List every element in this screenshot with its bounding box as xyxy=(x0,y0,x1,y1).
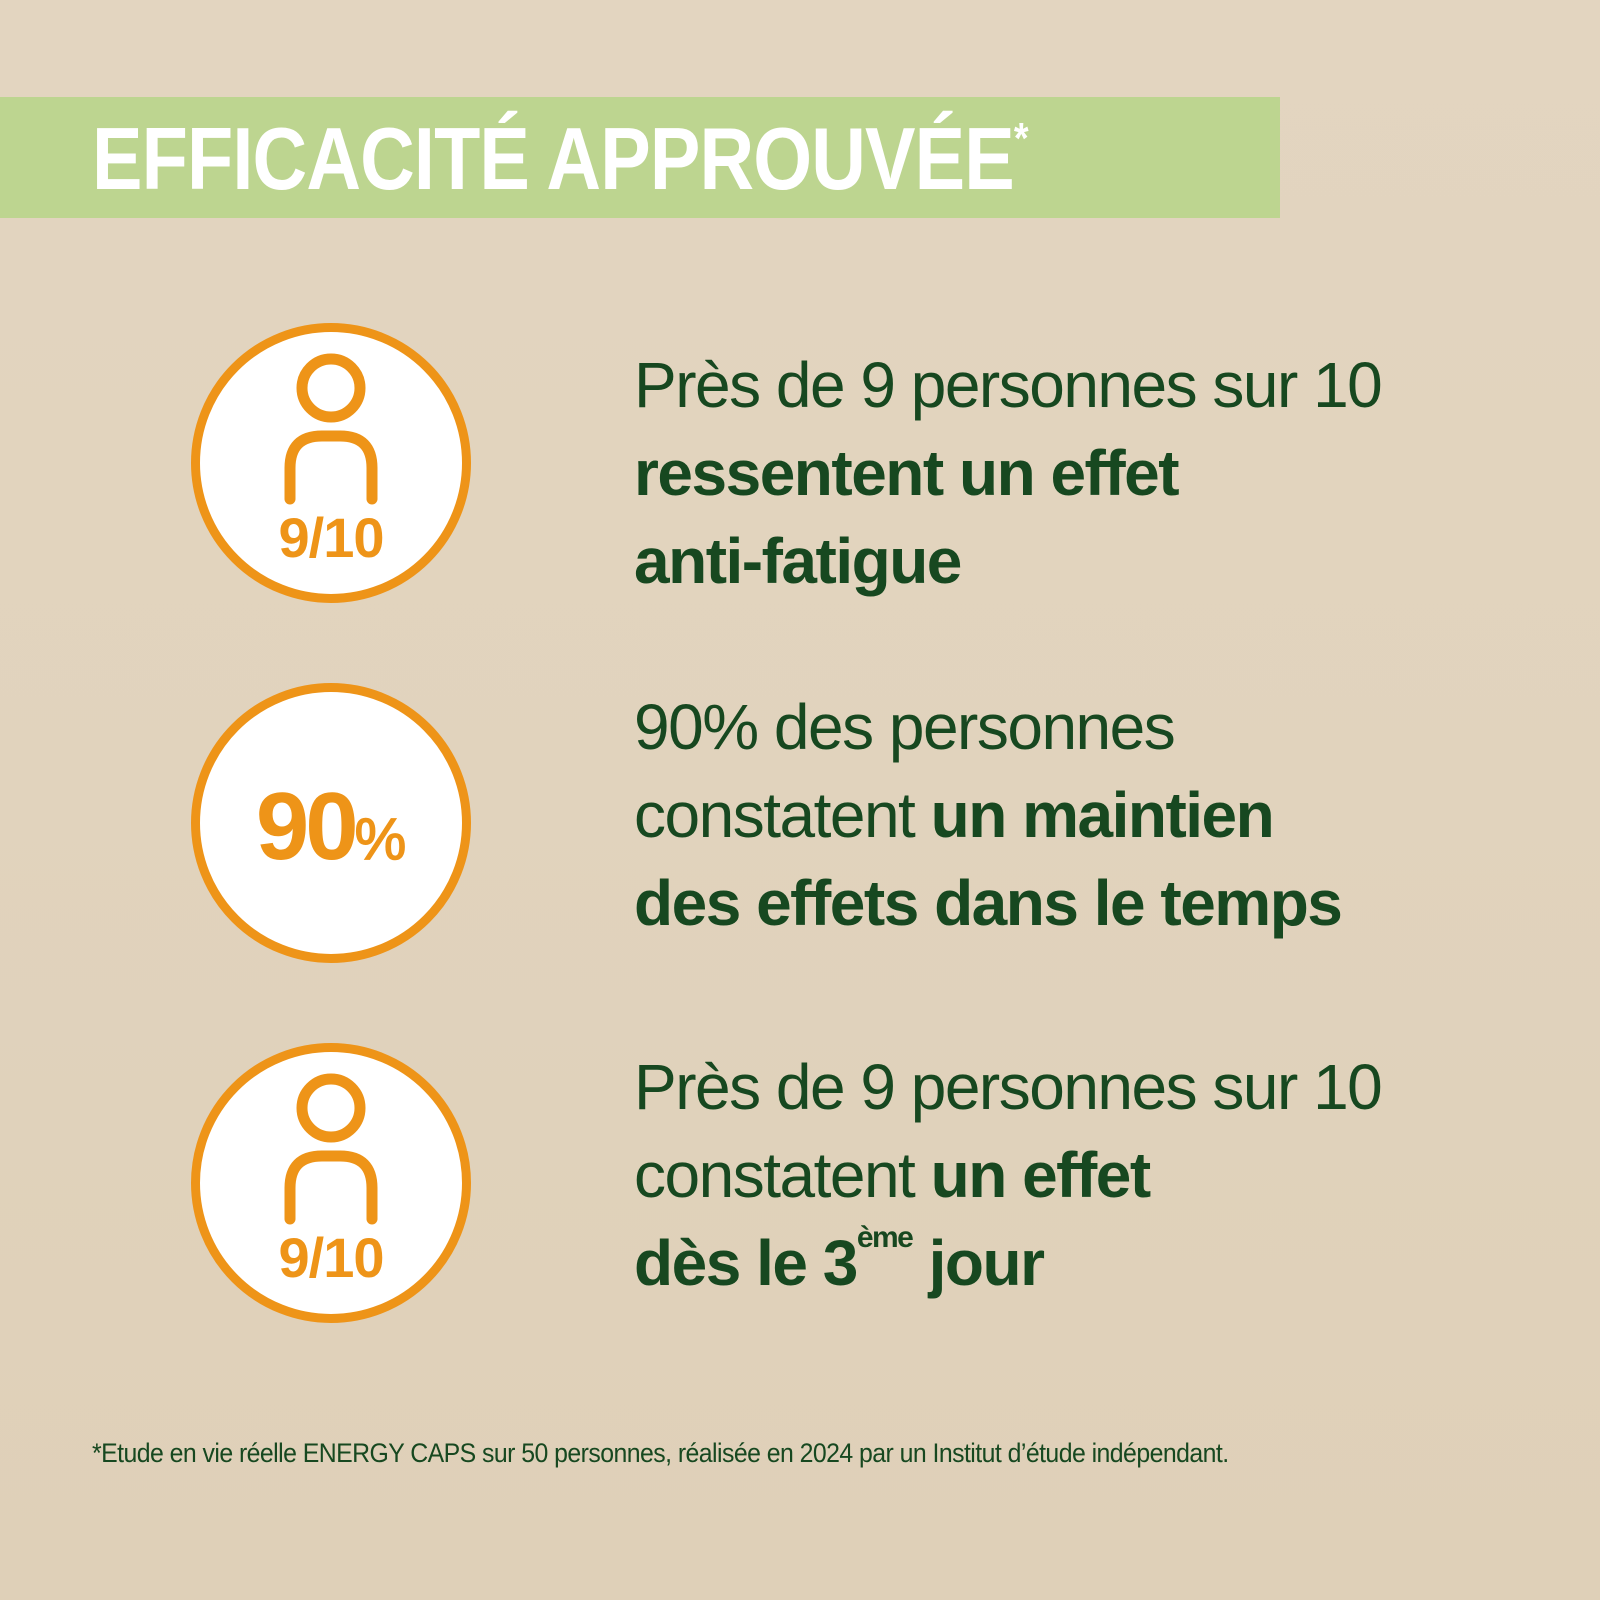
fraction-badge-label: 9/10 xyxy=(278,506,385,569)
stat-line: constatent un effet xyxy=(634,1131,1381,1219)
stat-description: 90% des personnes constatent un maintien… xyxy=(634,683,1343,947)
percent-badge: 90% xyxy=(200,779,462,900)
footnote-mark: * xyxy=(1013,114,1029,163)
stat-line: constatent un maintien xyxy=(634,771,1341,859)
page-title-text: EFFICACITÉ APPROUVÉE xyxy=(92,109,1015,208)
percent-badge-number: 90 xyxy=(255,773,359,880)
stat-text-bold: un effet xyxy=(930,1139,1152,1211)
stat-description: Près de 9 personnes sur 10 constatent un… xyxy=(634,1043,1383,1307)
stat-line: ressentent un effet xyxy=(634,429,1381,517)
stat-badge-circle: 9/10 xyxy=(191,323,471,603)
stat-block-3eme-jour: 9/10 Près de 9 personnes sur 10 constate… xyxy=(0,1043,1600,1343)
person-icon xyxy=(284,353,378,505)
stat-line: 90% des personnes xyxy=(634,683,1341,771)
stat-text-light: constatent xyxy=(634,1139,931,1211)
page-title: EFFICACITÉ APPROUVÉE* xyxy=(92,109,1029,209)
stat-badge-circle: 90% xyxy=(191,683,471,963)
stat-text-light: 90% des personnes xyxy=(634,691,1176,763)
fraction-badge-label: 9/10 xyxy=(278,1226,385,1289)
stat-block-anti-fatigue: 9/10 Près de 9 personnes sur 10 ressente… xyxy=(0,323,1600,623)
person-icon xyxy=(284,1073,378,1225)
stat-text-bold: ressentent un effet xyxy=(634,437,1180,509)
ordinal-superscript: ème xyxy=(856,1221,914,1254)
stat-line: des effets dans le temps xyxy=(634,859,1343,947)
stat-description: Près de 9 personnes sur 10 ressentent un… xyxy=(634,341,1383,605)
percent-sign-icon: % xyxy=(354,806,407,873)
stat-line: Près de 9 personnes sur 10 xyxy=(634,1043,1383,1131)
stat-text-bold: un maintien xyxy=(930,779,1275,851)
stat-badge-circle: 9/10 xyxy=(191,1043,471,1323)
stat-text-bold: jour xyxy=(912,1227,1045,1299)
stat-text-light: constatent xyxy=(634,779,931,851)
header-banner: EFFICACITÉ APPROUVÉE* xyxy=(0,97,1280,218)
stat-text-bold: des effets dans le temps xyxy=(634,867,1343,939)
stat-text-light: Près de 9 personnes sur 10 xyxy=(634,349,1383,421)
footnote: *Etude en vie réelle ENERGY CAPS sur 50 … xyxy=(92,1438,1229,1468)
stat-line: Près de 9 personnes sur 10 xyxy=(634,341,1383,429)
stat-line: dès le 3ème jour xyxy=(634,1219,1381,1307)
stat-line: anti-fatigue xyxy=(634,517,1381,605)
stat-text-bold: dès le 3 xyxy=(634,1227,858,1299)
stat-text-bold: anti-fatigue xyxy=(634,525,962,597)
stat-text-light: Près de 9 personnes sur 10 xyxy=(634,1051,1383,1123)
stat-block-maintien: 90% 90% des personnes constatent un main… xyxy=(0,683,1600,983)
